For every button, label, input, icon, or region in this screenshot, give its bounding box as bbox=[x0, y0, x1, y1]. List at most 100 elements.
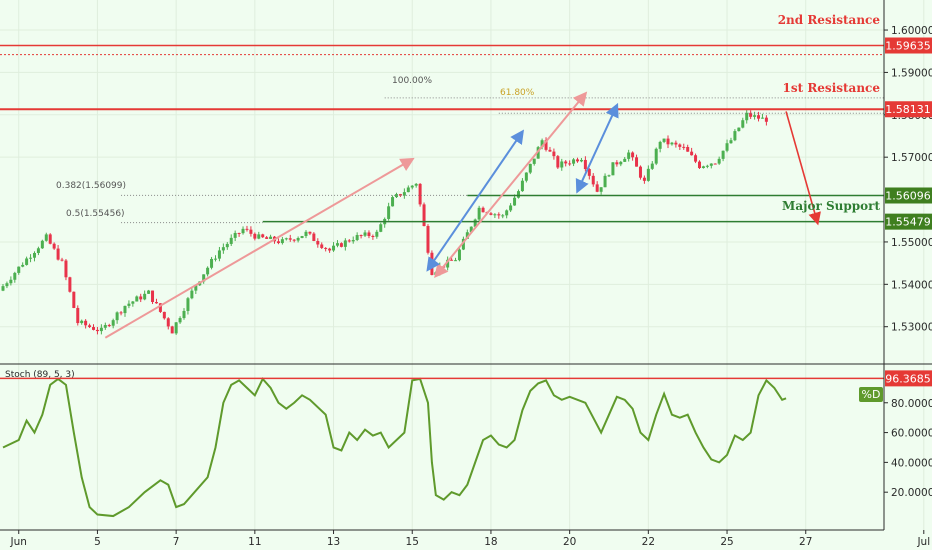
candle-down bbox=[591, 175, 595, 185]
time-tick-label: 18 bbox=[484, 536, 497, 548]
candle-up bbox=[599, 187, 603, 192]
candle-up bbox=[745, 112, 749, 121]
price-badge-label: 1.56096 bbox=[885, 189, 931, 202]
price-badge-label: 1.55479 bbox=[885, 216, 931, 229]
candle-up bbox=[737, 127, 741, 132]
candle-up bbox=[111, 320, 115, 326]
stoch-tick-label: 80.0000 bbox=[891, 398, 932, 410]
candle-up bbox=[560, 161, 564, 168]
candle-up bbox=[17, 266, 21, 273]
candle-up bbox=[501, 215, 505, 217]
candle-up bbox=[741, 120, 745, 128]
candle-down bbox=[686, 147, 690, 152]
candle-up bbox=[131, 301, 135, 304]
candle-up bbox=[335, 243, 339, 246]
candle-up bbox=[217, 250, 221, 259]
candle-up bbox=[513, 197, 517, 206]
candle-down bbox=[320, 244, 324, 248]
major-support-label: Major Support bbox=[782, 199, 880, 213]
candle-up bbox=[662, 138, 666, 142]
candle-down bbox=[757, 115, 761, 119]
candle-up bbox=[670, 142, 674, 145]
candle-up bbox=[36, 248, 40, 253]
candle-up bbox=[225, 243, 229, 248]
candle-down bbox=[60, 259, 64, 261]
candle-up bbox=[406, 187, 410, 193]
candle-down bbox=[95, 329, 99, 332]
candle-up bbox=[29, 257, 33, 259]
candle-up bbox=[103, 325, 107, 328]
candle-down bbox=[328, 248, 332, 251]
candle-up bbox=[202, 274, 206, 282]
price-tick-label: 1.59000 bbox=[891, 67, 932, 79]
candle-down bbox=[76, 307, 80, 324]
candle-down bbox=[552, 151, 556, 157]
candle-up bbox=[709, 163, 713, 166]
price-badge bbox=[885, 187, 932, 204]
fib-382-label: 0.382(1.56099) bbox=[56, 181, 126, 191]
candle-up bbox=[174, 322, 178, 334]
candle-up bbox=[40, 240, 44, 249]
fib-05-label: 0.5(1.55456) bbox=[66, 209, 125, 219]
candle-up bbox=[733, 131, 737, 141]
candle-down bbox=[166, 318, 170, 327]
candle-up bbox=[1, 286, 5, 291]
candle-up bbox=[753, 115, 757, 117]
candle-down bbox=[694, 155, 698, 162]
candle-up bbox=[705, 165, 709, 167]
time-tick-label: 25 bbox=[720, 536, 733, 548]
candle-up bbox=[13, 272, 17, 280]
fib-100-label: 100.00% bbox=[392, 76, 432, 86]
candle-up bbox=[186, 298, 190, 311]
candle-down bbox=[158, 303, 162, 312]
candle-down bbox=[568, 163, 572, 165]
stoch-value-badge bbox=[885, 370, 932, 387]
candle-up bbox=[454, 260, 458, 262]
candle-down bbox=[359, 235, 363, 237]
price-tick-label: 1.57000 bbox=[891, 152, 932, 164]
price-badge bbox=[885, 101, 932, 118]
candle-up bbox=[21, 264, 25, 267]
price-badge bbox=[885, 213, 932, 230]
candle-down bbox=[339, 243, 343, 247]
candle-up bbox=[213, 258, 217, 260]
price-badge-label: 1.59635 bbox=[885, 40, 931, 53]
time-tick-label: 11 bbox=[248, 536, 261, 548]
candle-up bbox=[143, 293, 147, 300]
stoch-axis-ticks: 20.0000 40.0000 60.0000 80.0000 bbox=[884, 398, 932, 499]
candle-up bbox=[477, 207, 481, 220]
candle-down bbox=[481, 207, 485, 213]
candle-up bbox=[457, 249, 461, 261]
candle-down bbox=[312, 233, 316, 241]
candle-down bbox=[642, 177, 646, 181]
candle-down bbox=[631, 152, 635, 158]
candle-up bbox=[32, 252, 36, 258]
candle-down bbox=[418, 183, 422, 205]
price-tick-label: 1.54000 bbox=[891, 279, 932, 291]
candle-down bbox=[72, 291, 76, 308]
price-badge-label: 1.58131 bbox=[885, 103, 931, 116]
candle-up bbox=[269, 236, 273, 239]
candle-up bbox=[241, 228, 245, 234]
candle-up bbox=[603, 175, 607, 188]
candle-up bbox=[123, 305, 127, 314]
dotted-levels bbox=[0, 54, 884, 224]
candle-down bbox=[367, 232, 371, 236]
price-tick-label: 1.60000 bbox=[891, 25, 932, 37]
candle-down bbox=[615, 162, 619, 165]
candle-down bbox=[564, 161, 568, 164]
first-resistance-label: 1st Resistance bbox=[783, 81, 881, 95]
candle-up bbox=[520, 180, 524, 192]
candle-down bbox=[288, 238, 292, 240]
candle-down bbox=[749, 112, 753, 117]
candle-down bbox=[52, 243, 56, 249]
candle-up bbox=[284, 238, 288, 240]
candle-down bbox=[595, 184, 599, 192]
trend-arrow bbox=[104, 157, 415, 339]
stoch-series-badge: %D bbox=[859, 387, 883, 402]
candle-up bbox=[410, 185, 414, 188]
candle-up bbox=[229, 237, 233, 244]
candle-down bbox=[324, 247, 328, 249]
candle-down bbox=[92, 327, 96, 330]
